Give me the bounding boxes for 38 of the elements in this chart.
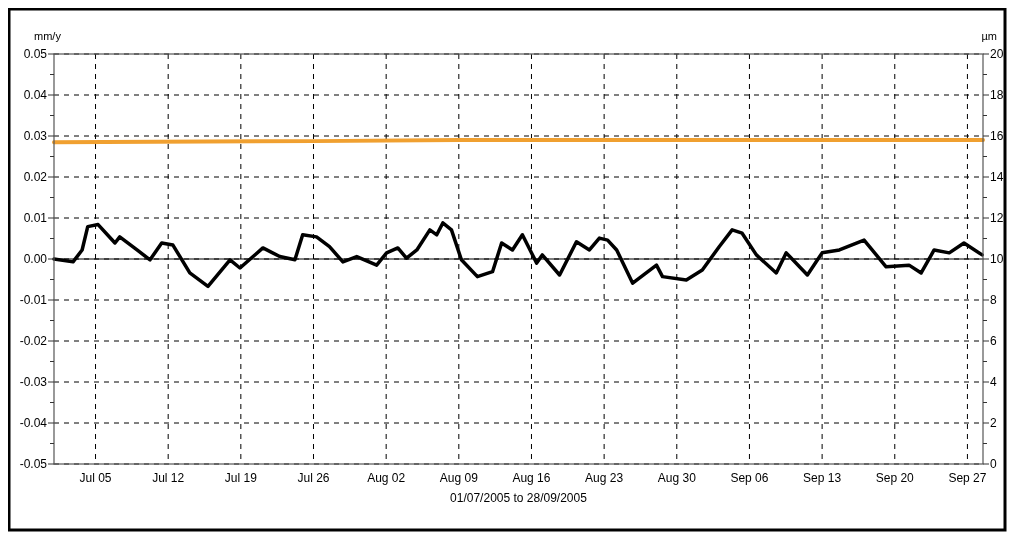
x-tick-label: Aug 02	[367, 471, 406, 485]
y-tick-label: 0.01	[23, 211, 48, 226]
y2-tick-label: 10	[990, 252, 1004, 267]
y2-tick-label: 12	[990, 211, 1004, 226]
y2-tick-label: 20	[990, 47, 1004, 62]
y2-tick-label: 4	[990, 375, 997, 390]
x-tick-label: Aug 09	[439, 471, 479, 485]
x-tick-label: Sep 27	[948, 471, 987, 485]
x-tick-label: Sep 13	[803, 471, 842, 485]
y2-tick-label: 8	[990, 293, 997, 308]
y-tick-label: -0.04	[19, 416, 48, 431]
x-tick-label: Jul 26	[297, 471, 330, 485]
y-tick-label: -0.03	[19, 375, 48, 390]
y2-tick-label: 16	[990, 129, 1004, 144]
y-tick-label: 0.00	[23, 252, 48, 267]
y-tick-label: -0.05	[19, 457, 48, 472]
y-tick-label: 0.05	[23, 47, 48, 62]
x-tick-label: Aug 23	[585, 471, 624, 485]
y2-tick-label: 6	[990, 334, 997, 349]
y-axis-title: mm/y	[34, 30, 62, 42]
x-tick-label: Aug 30	[657, 471, 697, 485]
y-tick-label: -0.02	[19, 334, 48, 349]
y-tick-label: -0.01	[19, 293, 48, 308]
y2-tick-label: 18	[990, 88, 1004, 103]
y2-axis-title: µm	[981, 30, 997, 42]
y2-tick-label: 14	[990, 170, 1004, 185]
x-axis-title: 01/07/2005 to 28/09/2005	[450, 491, 588, 505]
x-tick-label: Sep 20	[875, 471, 915, 485]
x-tick-label: Jul 05	[79, 471, 112, 485]
y2-tick-label: 0	[990, 457, 997, 472]
x-tick-label: Jul 12	[152, 471, 185, 485]
x-tick-label: Jul 19	[224, 471, 258, 485]
x-tick-label: Sep 06	[730, 471, 769, 485]
y-tick-label: 0.04	[23, 88, 48, 103]
y-tick-label: 0.03	[23, 129, 48, 144]
y-tick-label: 0.02	[23, 170, 48, 185]
x-tick-label: Aug 16	[512, 471, 551, 485]
y2-tick-label: 2	[990, 416, 997, 431]
